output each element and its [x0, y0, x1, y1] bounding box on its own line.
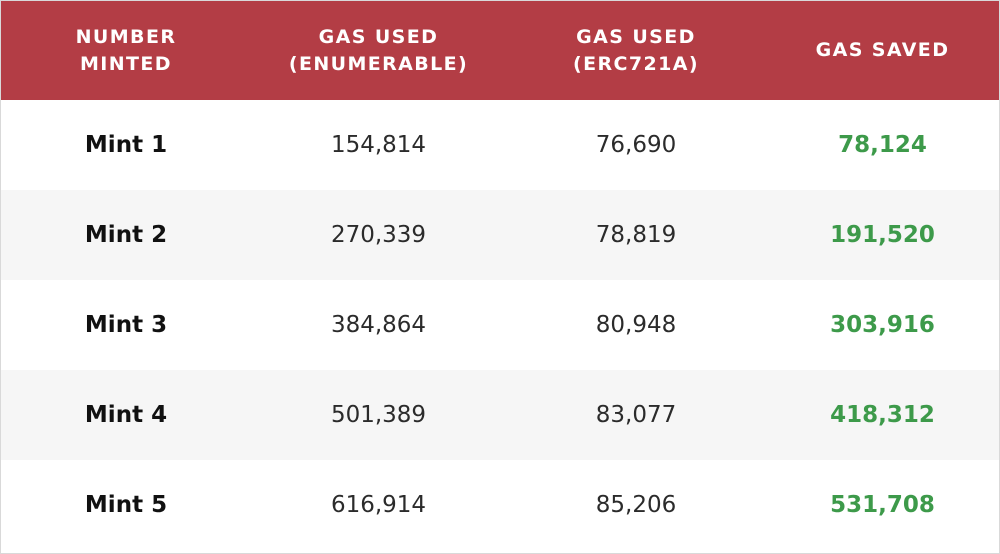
header-number-minted-line2: MINTED [79, 52, 172, 75]
table-row: Mint 1 154,814 76,690 78,124 [1, 100, 999, 190]
table-row: Mint 5 616,914 85,206 531,708 [1, 460, 999, 550]
header-number-minted: NUMBER MINTED [1, 1, 251, 100]
table-header: NUMBER MINTED GAS USED (ENUMERABLE) GAS … [1, 1, 999, 100]
header-number-minted-line1: NUMBER [75, 25, 177, 48]
table-row: Mint 4 501,389 83,077 418,312 [1, 370, 999, 460]
gas-used-enumerable-value: 270,339 [330, 222, 427, 248]
row-label: Mint 4 [84, 402, 168, 428]
gas-saved-value: 78,124 [838, 132, 927, 158]
row-label: Mint 2 [84, 222, 168, 248]
gas-used-enumerable-value: 501,389 [330, 402, 427, 428]
gas-used-erc721a-value: 78,819 [595, 222, 677, 248]
gas-saved-value: 191,520 [830, 222, 935, 248]
gas-used-enumerable-value: 616,914 [330, 492, 427, 518]
gas-used-erc721a-value: 83,077 [595, 402, 677, 428]
gas-saved-value: 303,916 [830, 312, 935, 338]
header-gas-used-erc721a: GAS USED (ERC721A) [506, 1, 766, 100]
gas-used-erc721a-value: 80,948 [595, 312, 677, 338]
gas-saved-value: 418,312 [830, 402, 935, 428]
gas-used-enumerable-value: 154,814 [330, 132, 427, 158]
gas-saved-value: 531,708 [830, 492, 935, 518]
header-gas-saved-line1: GAS SAVED [815, 39, 950, 61]
header-gas-used-enumerable: GAS USED (ENUMERABLE) [251, 1, 506, 100]
row-label: Mint 1 [84, 132, 168, 158]
gas-used-erc721a-value: 76,690 [595, 132, 677, 158]
gas-used-erc721a-value: 85,206 [595, 492, 677, 518]
gas-used-enumerable-value: 384,864 [330, 312, 427, 338]
header-gas-used-erc721a-line1: GAS USED [576, 25, 696, 48]
header-gas-saved: GAS SAVED [766, 1, 999, 100]
table-row: Mint 3 384,864 80,948 303,916 [1, 280, 999, 370]
row-label: Mint 5 [84, 492, 168, 518]
row-label: Mint 3 [84, 312, 168, 338]
header-gas-used-enumerable-line1: GAS USED [318, 25, 439, 48]
table-row: Mint 2 270,339 78,819 191,520 [1, 190, 999, 280]
header-gas-used-enumerable-line2: (ENUMERABLE) [288, 52, 469, 75]
header-gas-used-erc721a-line2: (ERC721A) [573, 52, 699, 75]
